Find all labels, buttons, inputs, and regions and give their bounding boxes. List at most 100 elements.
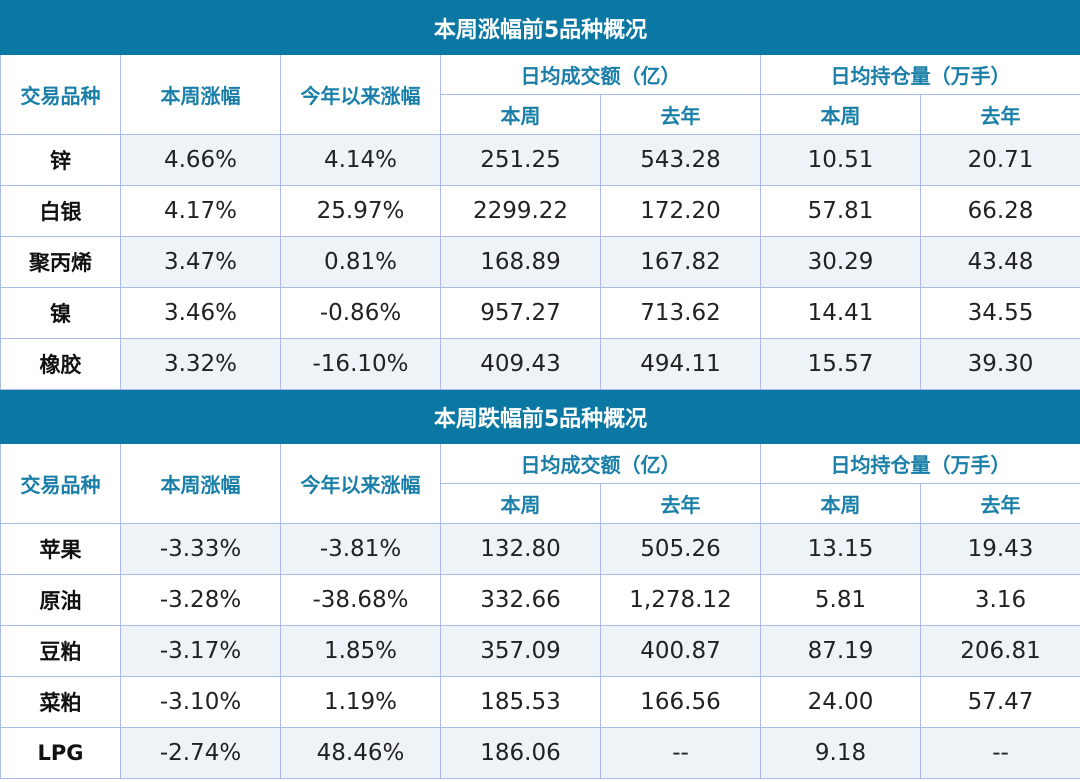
header-week-change: 本周涨幅 <box>120 443 281 524</box>
variety-cell: 聚丙烯 <box>0 236 121 288</box>
oi-last-year-cell: -- <box>919 727 1080 779</box>
oi-last-year-cell: 19.43 <box>919 523 1080 575</box>
table-row: 锌 4.66% 4.14% 251.25 543.28 10.51 20.71 <box>0 134 1080 186</box>
table-row: 豆粕 -3.17% 1.85% 357.09 400.87 87.19 206.81 <box>0 625 1080 677</box>
table-row: 橡胶 3.32% -16.10% 409.43 494.11 15.57 39.30 <box>0 338 1080 390</box>
header-turnover-this-week: 本周 <box>440 483 601 524</box>
header-avg-turnover: 日均成交额（亿） <box>440 443 761 484</box>
turnover-last-year-cell: -- <box>600 727 761 779</box>
header-oi-last-year: 去年 <box>919 94 1080 135</box>
variety-cell: 锌 <box>0 134 121 186</box>
oi-last-year-cell: 206.81 <box>919 625 1080 677</box>
oi-this-week-cell: 14.41 <box>760 287 921 339</box>
ytd-change-cell: -3.81% <box>280 523 441 575</box>
week-change-cell: 3.32% <box>120 338 281 390</box>
oi-last-year-cell: 66.28 <box>919 185 1080 237</box>
turnover-this-week-cell: 2299.22 <box>440 185 601 237</box>
variety-cell: 原油 <box>0 574 121 626</box>
turnover-this-week-cell: 186.06 <box>440 727 601 779</box>
week-change-cell: 3.47% <box>120 236 281 288</box>
variety-cell: 苹果 <box>0 523 121 575</box>
turnover-this-week-cell: 409.43 <box>440 338 601 390</box>
variety-cell: 菜粕 <box>0 676 121 728</box>
table-row: 苹果 -3.33% -3.81% 132.80 505.26 13.15 19.43 <box>0 523 1080 575</box>
week-change-cell: 4.17% <box>120 185 281 237</box>
turnover-last-year-cell: 1,278.12 <box>600 574 761 626</box>
oi-this-week-cell: 24.00 <box>760 676 921 728</box>
header-turnover-last-year: 去年 <box>600 94 761 135</box>
header-variety: 交易品种 <box>0 443 121 524</box>
header-avg-open-interest: 日均持仓量（万手） <box>759 443 1080 484</box>
variety-cell: 橡胶 <box>0 338 121 390</box>
header-oi-last-year: 去年 <box>919 483 1080 524</box>
week-change-cell: 3.46% <box>120 287 281 339</box>
variety-cell: LPG <box>0 727 121 779</box>
turnover-this-week-cell: 332.66 <box>440 574 601 626</box>
ytd-change-cell: 4.14% <box>280 134 441 186</box>
oi-this-week-cell: 9.18 <box>760 727 921 779</box>
variety-cell: 镍 <box>0 287 121 339</box>
table-row: 白银 4.17% 25.97% 2299.22 172.20 57.81 66.28 <box>0 185 1080 237</box>
ytd-change-cell: -0.86% <box>280 287 441 339</box>
turnover-last-year-cell: 543.28 <box>600 134 761 186</box>
variety-cell: 白银 <box>0 185 121 237</box>
oi-last-year-cell: 34.55 <box>919 287 1080 339</box>
ytd-change-cell: 48.46% <box>280 727 441 779</box>
ytd-change-cell: -38.68% <box>280 574 441 626</box>
turnover-last-year-cell: 167.82 <box>600 236 761 288</box>
turnover-this-week-cell: 251.25 <box>440 134 601 186</box>
oi-last-year-cell: 39.30 <box>919 338 1080 390</box>
table-row: 镍 3.46% -0.86% 957.27 713.62 14.41 34.55 <box>0 287 1080 339</box>
header-turnover-this-week: 本周 <box>440 94 601 135</box>
turnover-last-year-cell: 400.87 <box>600 625 761 677</box>
week-change-cell: -2.74% <box>120 727 281 779</box>
oi-last-year-cell: 57.47 <box>919 676 1080 728</box>
oi-this-week-cell: 15.57 <box>760 338 921 390</box>
header-turnover-last-year: 去年 <box>600 483 761 524</box>
table-row: 菜粕 -3.10% 1.19% 185.53 166.56 24.00 57.47 <box>0 676 1080 728</box>
header-variety: 交易品种 <box>0 54 121 135</box>
ytd-change-cell: 25.97% <box>280 185 441 237</box>
week-change-cell: -3.28% <box>120 574 281 626</box>
header-oi-this-week: 本周 <box>760 94 921 135</box>
oi-last-year-cell: 20.71 <box>919 134 1080 186</box>
table-row: 聚丙烯 3.47% 0.81% 168.89 167.82 30.29 43.48 <box>0 236 1080 288</box>
oi-this-week-cell: 30.29 <box>760 236 921 288</box>
week-change-cell: -3.33% <box>120 523 281 575</box>
week-change-cell: -3.10% <box>120 676 281 728</box>
header-ytd-change: 今年以来涨幅 <box>280 54 441 135</box>
ytd-change-cell: 1.85% <box>280 625 441 677</box>
turnover-this-week-cell: 168.89 <box>440 236 601 288</box>
turnover-this-week-cell: 357.09 <box>440 625 601 677</box>
oi-last-year-cell: 43.48 <box>919 236 1080 288</box>
oi-this-week-cell: 57.81 <box>760 185 921 237</box>
turnover-last-year-cell: 166.56 <box>600 676 761 728</box>
week-change-cell: -3.17% <box>120 625 281 677</box>
turnover-last-year-cell: 713.62 <box>600 287 761 339</box>
header-avg-open-interest: 日均持仓量（万手） <box>759 54 1080 95</box>
turnover-last-year-cell: 505.26 <box>600 523 761 575</box>
ytd-change-cell: 1.19% <box>280 676 441 728</box>
ytd-change-cell: -16.10% <box>280 338 441 390</box>
oi-this-week-cell: 5.81 <box>760 574 921 626</box>
turnover-this-week-cell: 185.53 <box>440 676 601 728</box>
table-title-gainers: 本周涨幅前5品种概况 <box>0 0 1080 55</box>
oi-this-week-cell: 10.51 <box>760 134 921 186</box>
oi-last-year-cell: 3.16 <box>919 574 1080 626</box>
header-oi-this-week: 本周 <box>760 483 921 524</box>
oi-this-week-cell: 13.15 <box>760 523 921 575</box>
oi-this-week-cell: 87.19 <box>760 625 921 677</box>
variety-cell: 豆粕 <box>0 625 121 677</box>
turnover-this-week-cell: 132.80 <box>440 523 601 575</box>
week-change-cell: 4.66% <box>120 134 281 186</box>
table-row: LPG -2.74% 48.46% 186.06 -- 9.18 -- <box>0 727 1080 779</box>
table-title-losers: 本周跌幅前5品种概况 <box>0 389 1080 444</box>
ytd-change-cell: 0.81% <box>280 236 441 288</box>
turnover-last-year-cell: 172.20 <box>600 185 761 237</box>
header-avg-turnover: 日均成交额（亿） <box>440 54 761 95</box>
header-ytd-change: 今年以来涨幅 <box>280 443 441 524</box>
table-row: 原油 -3.28% -38.68% 332.66 1,278.12 5.81 3.16 <box>0 574 1080 626</box>
turnover-last-year-cell: 494.11 <box>600 338 761 390</box>
turnover-this-week-cell: 957.27 <box>440 287 601 339</box>
